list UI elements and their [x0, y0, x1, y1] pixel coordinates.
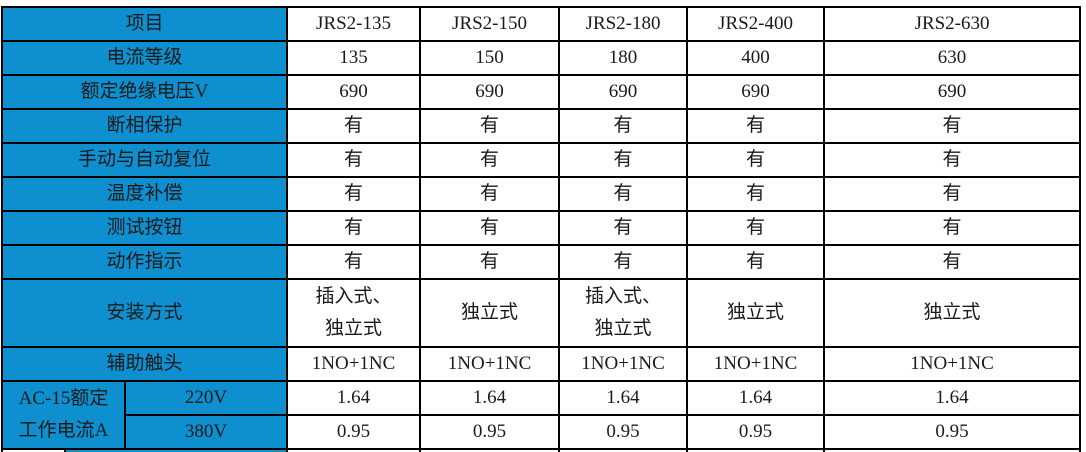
col-header-cell: JRS2-180: [558, 6, 689, 42]
value-cell: 有: [558, 108, 689, 144]
sub-row-label-cell: 380V: [123, 414, 289, 450]
row-label-cell: 手动与自动复位: [0, 142, 289, 178]
value-cell: 有: [286, 176, 422, 212]
value-cell: 0.95: [823, 414, 1082, 450]
sub-row-label-cell: 220V: [123, 380, 289, 416]
value-cell: 1NO+1NC: [419, 346, 561, 382]
value-cell: 有: [419, 244, 561, 280]
value-cell: 0.95: [286, 414, 422, 450]
row-label-cell: 安装方式: [0, 278, 289, 348]
ac15-row-label-cell: AC-15额定 工作电流A: [1, 380, 126, 450]
value-cell: 有: [558, 244, 689, 280]
col-header-cell: JRS2-630: [823, 6, 1082, 42]
value-cell: 有: [686, 176, 826, 212]
row-label-cell: 电流等级: [0, 40, 289, 76]
partial-row: [1, 448, 1082, 452]
value-cell: 独立式: [686, 278, 826, 348]
value-cell: 1.64: [419, 380, 561, 416]
value-cell: 180: [558, 40, 689, 76]
value-cell: 有: [823, 108, 1082, 144]
partial-cell: [1, 448, 66, 452]
value-cell: 有: [558, 176, 689, 212]
value-cell: 690: [686, 74, 826, 110]
value-cell: 690: [823, 74, 1082, 110]
value-cell: 有: [686, 108, 826, 144]
table-row: 测试按钮 有 有 有 有 有: [0, 210, 1082, 246]
value-cell: 400: [686, 40, 826, 76]
value-cell: 插入式、 独立式: [558, 278, 689, 348]
partial-cell: [823, 448, 1082, 452]
value-cell: 有: [686, 244, 826, 280]
value-cell: 有: [823, 142, 1082, 178]
value-cell: 有: [286, 142, 422, 178]
value-cell: 有: [419, 210, 561, 246]
corner-header-cell: 项目: [0, 6, 289, 42]
value-cell: 有: [558, 210, 689, 246]
row-label-cell: 测试按钮: [0, 210, 289, 246]
value-cell: 有: [686, 210, 826, 246]
table-row: 辅助触头 1NO+1NC 1NO+1NC 1NO+1NC 1NO+1NC 1NO…: [0, 346, 1082, 382]
value-cell: 有: [823, 176, 1082, 212]
value-cell: 有: [419, 108, 561, 144]
value-cell: 有: [823, 244, 1082, 280]
value-cell: 有: [419, 142, 561, 178]
row-label-cell: 辅助触头: [0, 346, 289, 382]
table-row: 380V 0.95 0.95 0.95 0.95 0.95: [2, 414, 1082, 450]
row-label-cell: 温度补偿: [0, 176, 289, 212]
value-cell: 690: [286, 74, 422, 110]
table-row: 手动与自动复位 有 有 有 有 有: [0, 142, 1082, 178]
value-cell: 1.64: [823, 380, 1082, 416]
value-cell: 独立式: [419, 278, 561, 348]
value-cell: 有: [419, 176, 561, 212]
spec-table: 项目 JRS2-135 JRS2-150 JRS2-180 JRS2-400 J…: [0, 6, 1082, 452]
table-row: 动作指示 有 有 有 有 有: [0, 244, 1082, 280]
table-row: 断相保护 有 有 有 有 有: [0, 108, 1082, 144]
value-cell: 0.95: [686, 414, 826, 450]
table-row: AC-15额定 工作电流A 220V 1.64 1.64 1.64 1.64 1…: [1, 380, 1082, 450]
partial-cell: [558, 448, 689, 452]
value-cell: 1NO+1NC: [558, 346, 689, 382]
partial-label-cell: [63, 448, 289, 452]
partial-cell: [419, 448, 561, 452]
value-cell: 1.64: [286, 380, 422, 416]
value-cell: 135: [286, 40, 422, 76]
value-cell: 0.95: [419, 414, 561, 450]
partial-cell: [686, 448, 826, 452]
col-header-cell: JRS2-135: [286, 6, 422, 42]
partial-cell: [286, 448, 422, 452]
col-header-cell: JRS2-400: [686, 6, 826, 42]
value-cell: 有: [823, 210, 1082, 246]
value-cell: 1NO+1NC: [286, 346, 422, 382]
value-cell: 690: [558, 74, 689, 110]
col-header-cell: JRS2-150: [419, 6, 561, 42]
row-label-cell: 额定绝缘电压V: [0, 74, 289, 110]
table-row: 温度补偿 有 有 有 有 有: [0, 176, 1082, 212]
value-cell: 0.95: [558, 414, 689, 450]
value-cell: 150: [419, 40, 561, 76]
value-cell: 有: [686, 142, 826, 178]
value-cell: 有: [286, 244, 422, 280]
value-cell: 1NO+1NC: [823, 346, 1082, 382]
header-row: 项目 JRS2-135 JRS2-150 JRS2-180 JRS2-400 J…: [0, 6, 1082, 42]
value-cell: 有: [558, 142, 689, 178]
value-cell: 1NO+1NC: [686, 346, 826, 382]
value-cell: 插入式、 独立式: [286, 278, 422, 348]
table-row: 额定绝缘电压V 690 690 690 690 690: [0, 74, 1082, 110]
table-row: 电流等级 135 150 180 400 630: [0, 40, 1082, 76]
row-label-cell: 断相保护: [0, 108, 289, 144]
value-cell: 630: [823, 40, 1082, 76]
value-cell: 有: [286, 210, 422, 246]
value-cell: 独立式: [823, 278, 1082, 348]
value-cell: 1.64: [686, 380, 826, 416]
row-label-cell: 动作指示: [0, 244, 289, 280]
table-row: 安装方式 插入式、 独立式 独立式 插入式、 独立式 独立式 独立式: [0, 278, 1082, 348]
value-cell: 有: [286, 108, 422, 144]
value-cell: 1.64: [558, 380, 689, 416]
value-cell: 690: [419, 74, 561, 110]
